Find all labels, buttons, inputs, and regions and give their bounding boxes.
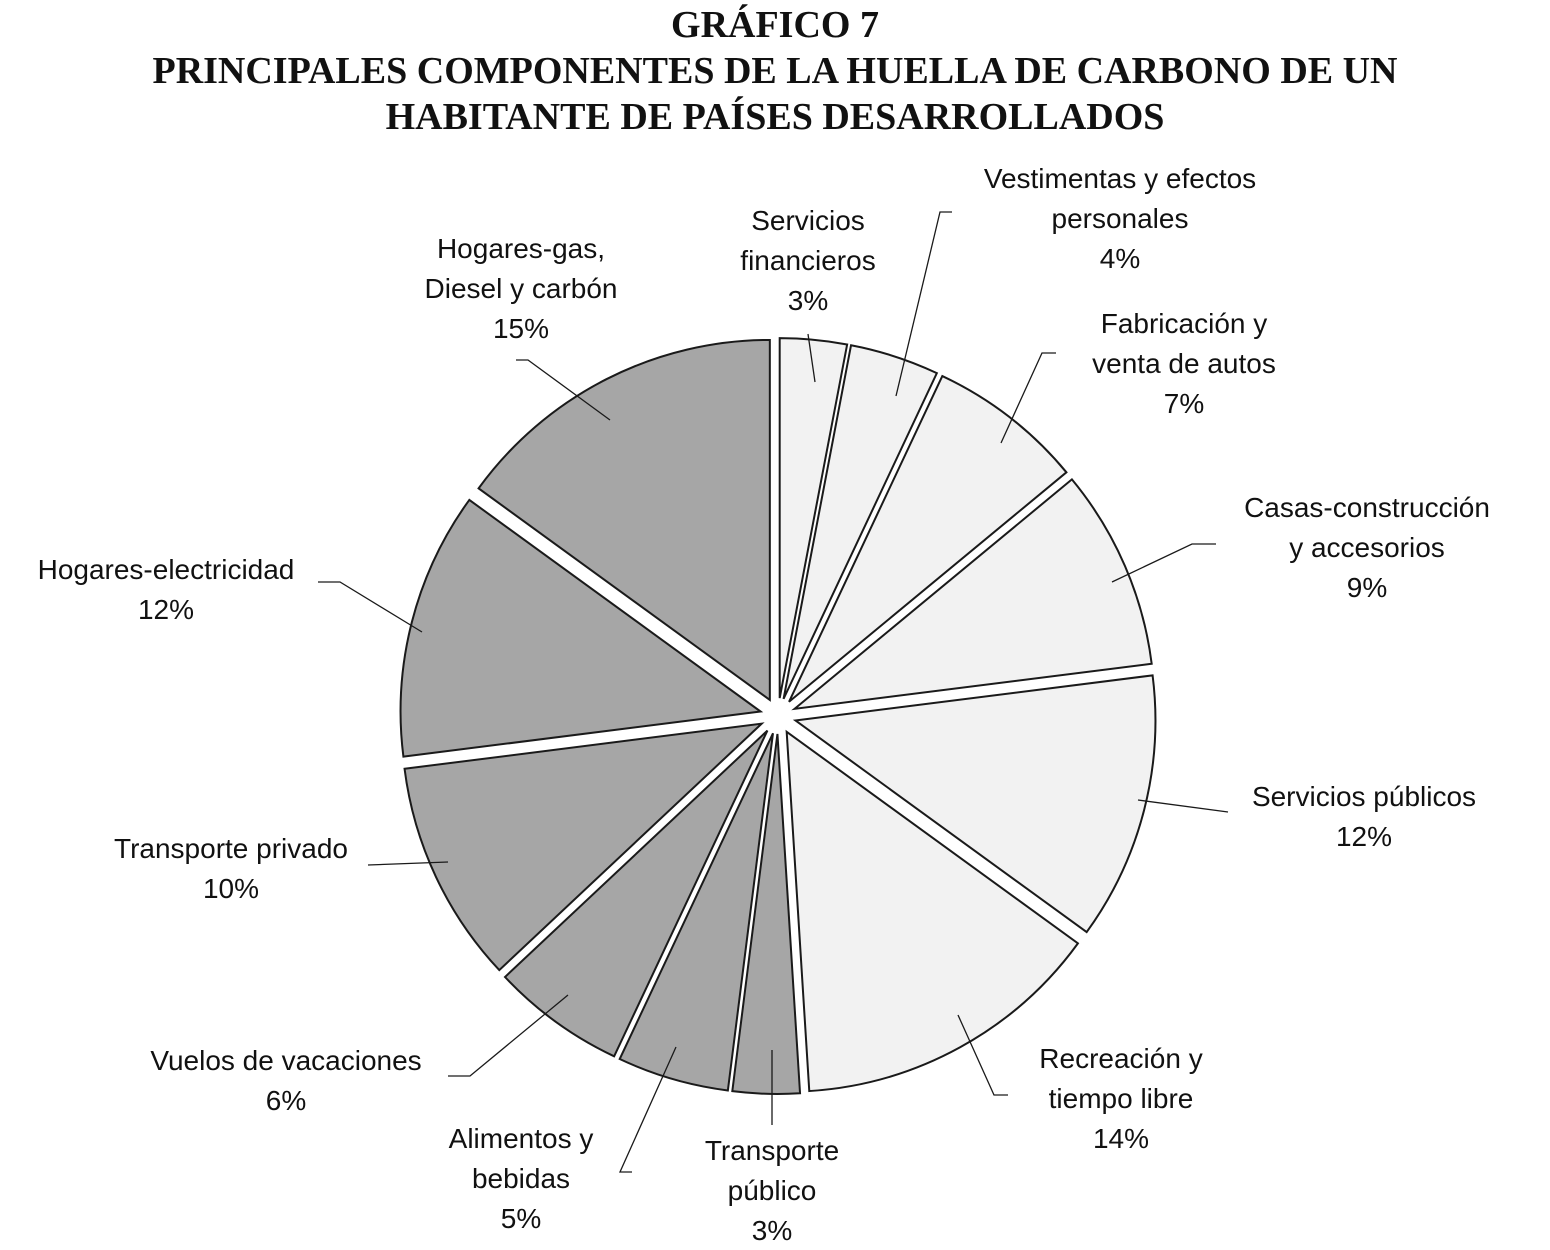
leader-line-2 [1000,352,1056,444]
leader-line-8 [448,994,569,1077]
slice-label-line: tiempo libre [1049,1083,1194,1114]
pie-slice-1 [782,344,939,700]
pie-slice-4 [792,674,1157,934]
slice-label-line: Diesel y carbón [425,273,618,304]
pie-slice-10 [399,498,764,758]
slice-label-line: Vestimentas y efectos [984,163,1256,194]
slice-label-line: 3% [752,1215,792,1246]
slice-label-5: Recreación y tiempo libre 14% [1039,1043,1202,1154]
leader-line-4 [1137,799,1229,813]
chart-title: GRÁFICO 7 PRINCIPALES COMPONENTES DE LA … [0,2,1550,140]
pie-slice-6 [731,733,802,1095]
pie-slice-5 [785,729,1080,1093]
chart-title-line-2: PRINCIPALES COMPONENTES DE LA HUELLA DE … [152,50,1398,92]
slice-label-line: Transporte [705,1135,839,1166]
pie-slice-11 [477,338,771,702]
slice-label-line: financieros [740,245,875,276]
slice-label-line: Hogares-gas, [437,233,605,264]
slice-label-line: 4% [1100,243,1140,274]
slice-label-8: Vuelos de vacaciones 6% [150,1045,421,1116]
slice-label-2: Fabricación y venta de autos 7% [1092,308,1276,419]
slice-label-4: Servicios públicos 12% [1252,781,1476,852]
slice-label-line: público [728,1175,817,1206]
slice-label-line: Servicios públicos [1252,781,1476,812]
slice-label-line: 3% [788,285,828,316]
pie-slice-2 [788,374,1068,703]
slice-label-9: Transporte privado 10% [114,833,348,904]
slice-label-line: 12% [138,594,194,625]
slice-label-line: Hogares-electricidad [38,554,295,585]
slice-label-line: 12% [1336,821,1392,852]
slice-label-0: Servicios financieros 3% [740,205,875,316]
pie-slice-9 [403,722,765,972]
slice-label-line: Servicios [751,205,865,236]
pie-slice-0 [778,337,849,699]
slice-label-line: Vuelos de vacaciones [150,1045,421,1076]
leader-line-1 [895,211,952,397]
leader-line-7 [618,1046,677,1173]
pie-slice-3 [791,477,1153,711]
slice-label-line: bebidas [472,1163,570,1194]
slice-label-11: Hogares-gas, Diesel y carbón 15% [425,233,618,344]
chart-title-line-3: HABITANTE DE PAÍSES DESARROLLADOS [385,96,1165,138]
slice-label-7: Alimentos y bebidas 5% [449,1123,594,1234]
slice-label-1: Vestimentas y efectos personales 4% [984,163,1256,274]
slice-label-line: 10% [203,873,259,904]
slice-label-line: 14% [1093,1123,1149,1154]
slice-label-line: personales [1052,203,1189,234]
slice-label-line: Casas-construcción [1244,492,1490,523]
slice-label-3: Casas-construcción y accesorios 9% [1244,492,1490,603]
slice-label-line: y accesorios [1289,532,1445,563]
leader-line-3 [1111,543,1216,583]
slice-label-line: 5% [501,1203,541,1234]
slice-label-line: 6% [266,1085,306,1116]
slice-label-line: Fabricación y [1101,308,1268,339]
slice-label-10: Hogares-electricidad 12% [38,554,295,625]
slice-label-line: Alimentos y [449,1123,594,1154]
leader-line-5 [957,1014,1008,1096]
leader-line-10 [318,581,423,633]
chart-title-line-1: GRÁFICO 7 [671,4,879,46]
slice-label-line: 7% [1164,388,1204,419]
slice-label-line: Recreación y [1039,1043,1202,1074]
leader-line-0 [807,333,816,383]
slice-label-line: Transporte privado [114,833,348,864]
slice-label-line: 15% [493,313,549,344]
leader-line-9 [367,861,449,866]
pie-slice-8 [503,729,769,1058]
slice-label-line: venta de autos [1092,348,1276,379]
slice-label-6: Transporte público 3% [705,1135,839,1246]
slice-label-line: 9% [1347,572,1387,603]
pie-slice-7 [618,732,774,1092]
leader-line-11 [516,359,611,421]
